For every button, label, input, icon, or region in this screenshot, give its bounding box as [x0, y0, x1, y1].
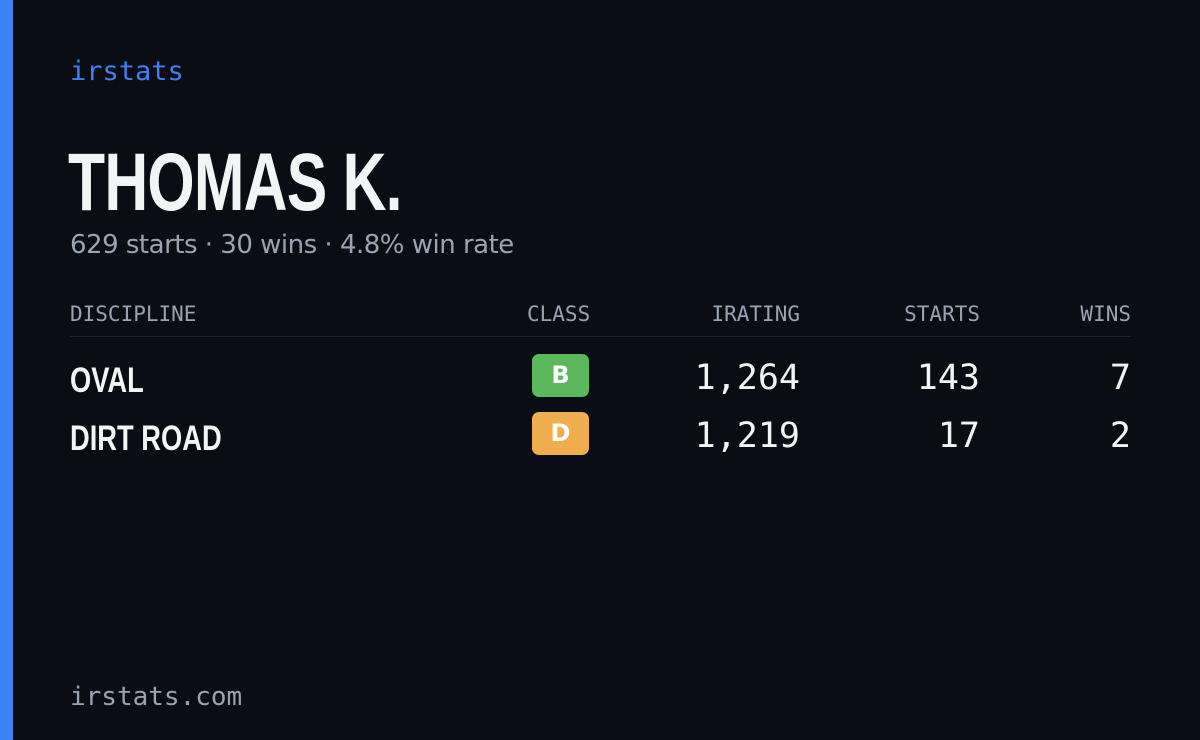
header-discipline: DISCIPLINE — [70, 302, 197, 326]
discipline-name: DIRT ROAD — [70, 419, 222, 458]
class-badge: D — [532, 412, 589, 455]
wins-value: 2 — [1109, 416, 1131, 456]
brand-logo-text: irstats — [70, 56, 184, 87]
starts-value: 17 — [937, 416, 980, 456]
irating-value: 1,264 — [694, 358, 800, 398]
starts-value: 143 — [916, 358, 980, 398]
header-class: CLASS — [527, 302, 591, 326]
discipline-name: OVAL — [70, 361, 144, 400]
driver-summary: 629 starts · 30 wins · 4.8% win rate — [70, 230, 514, 260]
table-header: DISCIPLINE CLASS IRATING STARTS WINS — [70, 298, 1131, 330]
accent-bar — [0, 0, 13, 740]
irating-value: 1,219 — [694, 416, 800, 456]
header-divider — [70, 336, 1131, 337]
wins-value: 7 — [1109, 358, 1131, 398]
table-row: OVAL B 1,264 143 7 — [70, 354, 1131, 404]
header-wins: WINS — [1080, 302, 1131, 326]
driver-name: THOMAS K. — [68, 137, 403, 228]
header-irating: IRATING — [711, 302, 800, 326]
class-badge: B — [532, 354, 589, 397]
table-row: DIRT ROAD D 1,219 17 2 — [70, 412, 1131, 462]
footer-url: irstats.com — [70, 682, 243, 712]
header-starts: STARTS — [904, 302, 980, 326]
